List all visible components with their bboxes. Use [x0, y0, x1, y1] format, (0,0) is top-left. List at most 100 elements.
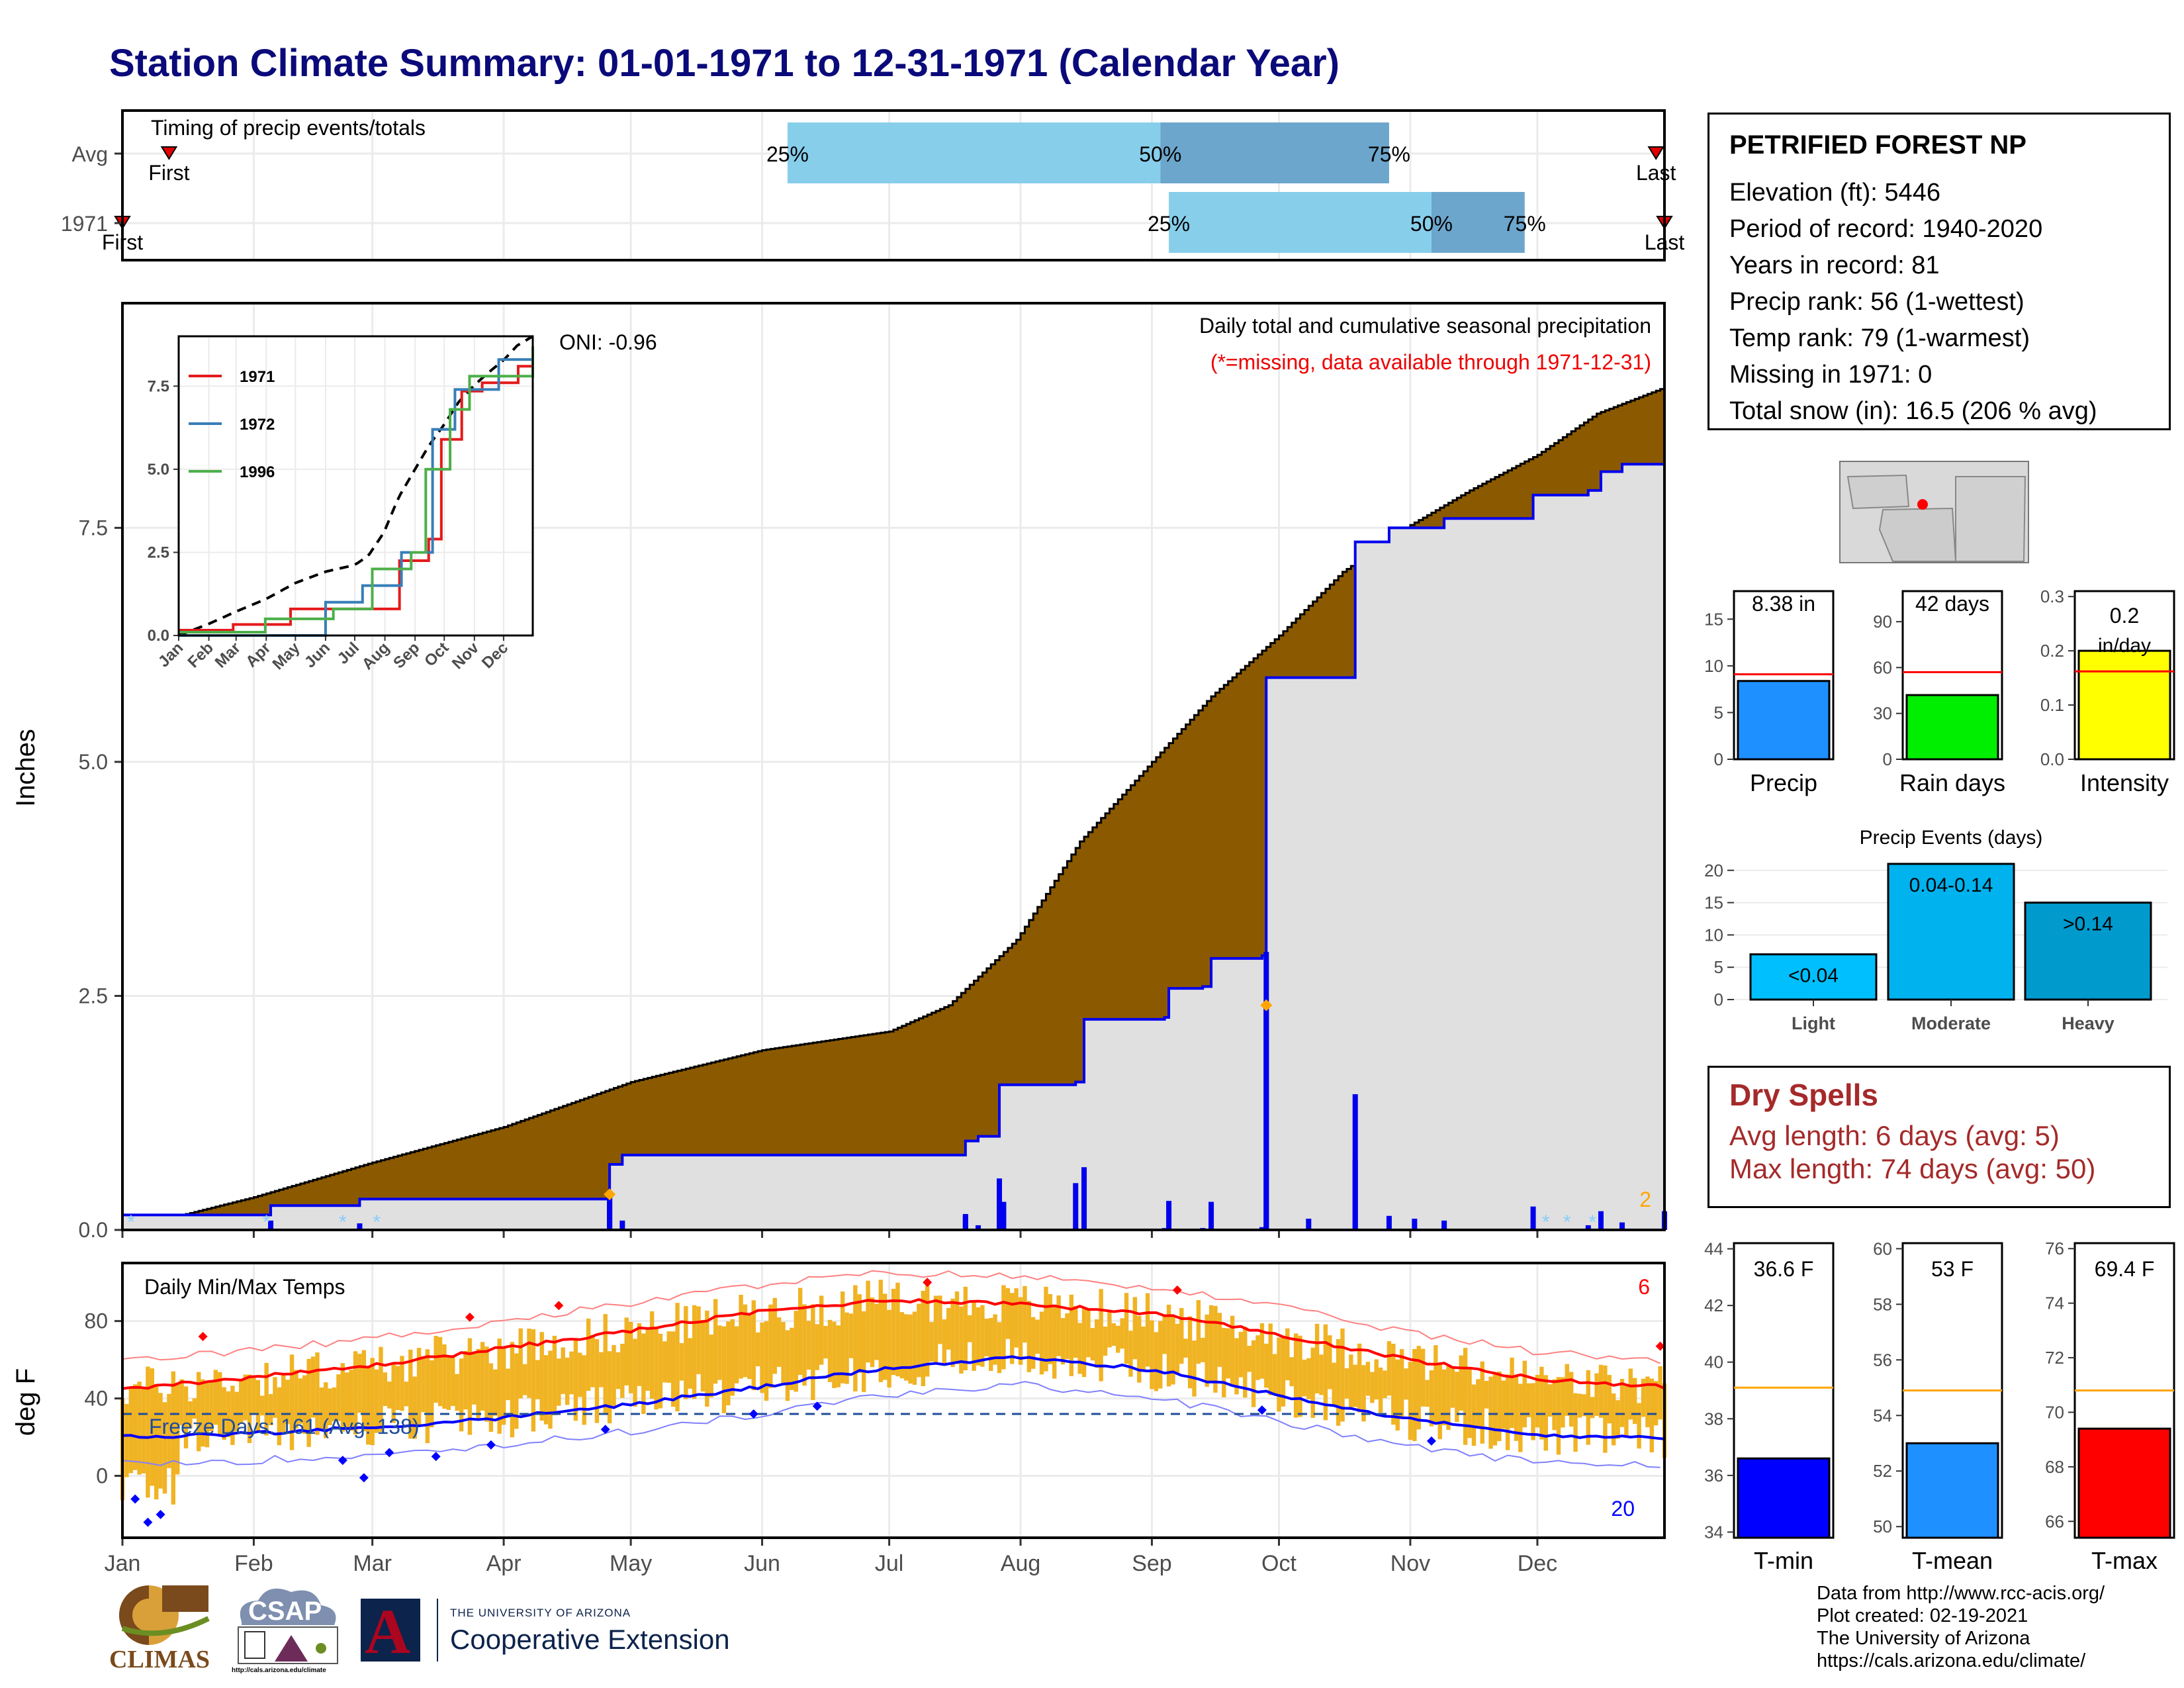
daily-temp-bar	[607, 1351, 612, 1424]
timing-bar-50-75	[1431, 192, 1525, 253]
daily-temp-bar	[1192, 1340, 1197, 1397]
summary-y-tick-label: 30	[1873, 704, 1892, 724]
daily-temp-bar	[1137, 1316, 1142, 1383]
daily-temp-bar	[713, 1299, 718, 1384]
precip-frame	[121, 302, 1666, 1231]
daily-temp-bar	[141, 1387, 146, 1474]
daily-temp-bar	[836, 1325, 841, 1387]
month-label: Apr	[486, 1551, 522, 1576]
daily-temp-bar	[557, 1358, 561, 1406]
daily-temp-bar	[747, 1315, 752, 1380]
daily-temp-bar	[1619, 1379, 1625, 1427]
daily-temp-bar	[628, 1321, 633, 1393]
daily-temp-bar	[1116, 1325, 1120, 1353]
daily-temp-bar	[1518, 1383, 1523, 1452]
daily-temp-bar	[785, 1330, 790, 1401]
daily-temp-bar	[404, 1382, 409, 1407]
month-label: Mar	[353, 1551, 392, 1576]
daily-temp-bar	[586, 1319, 591, 1391]
daily-temp-bar	[1306, 1358, 1311, 1399]
daily-temp-bar	[1035, 1319, 1040, 1354]
daily-temp-bar	[993, 1314, 997, 1365]
daily-temp-bar	[1526, 1383, 1531, 1417]
daily-temp-bar	[1048, 1293, 1053, 1364]
daily-temp-bar	[1001, 1285, 1006, 1370]
timing-row-label: 1971	[61, 212, 108, 236]
station-period: Period of record: 1940-2020	[1729, 215, 2043, 243]
daily-temp-bar	[1014, 1288, 1019, 1348]
daily-temp-bar	[1226, 1328, 1230, 1379]
daily-temp-bar	[1641, 1378, 1646, 1417]
daily-temp-bar	[315, 1352, 320, 1435]
daily-temp-bar	[332, 1387, 337, 1422]
timing-pct-label: 50%	[1139, 142, 1181, 166]
daily-temp-bar	[1569, 1372, 1574, 1427]
daily-temp-bar	[1378, 1367, 1383, 1413]
daily-temp-bar	[1065, 1313, 1069, 1359]
daily-temp-bar	[1060, 1318, 1066, 1365]
events-bar	[1887, 863, 2015, 1001]
temp-summary-y-tick-label: 50	[1873, 1517, 1892, 1536]
daily-temp-bar	[870, 1297, 875, 1368]
temp-summary-label: T-max	[2091, 1547, 2158, 1574]
record-high-marker	[465, 1312, 475, 1322]
daily-temp-bar	[857, 1294, 862, 1373]
daily-temp-bar	[1069, 1294, 1074, 1376]
daily-precip-bar	[962, 1213, 968, 1230]
daily-temp-bar	[1628, 1368, 1633, 1420]
daily-temp-bar	[997, 1322, 1002, 1374]
daily-temp-bar	[239, 1379, 244, 1423]
daily-temp-bar	[612, 1344, 616, 1408]
daily-temp-bar	[1099, 1289, 1103, 1382]
daily-temp-bar	[493, 1369, 498, 1416]
ua-logo: A THE UNIVERSITY OF ARIZONA Cooperative …	[361, 1596, 745, 1667]
daily-temp-bar	[1217, 1313, 1222, 1367]
daily-temp-bar	[324, 1382, 328, 1438]
daily-temp-bar	[1128, 1331, 1133, 1377]
daily-temp-bar	[1463, 1348, 1468, 1445]
daily-precip-bar	[1352, 1159, 1358, 1230]
daily-temp-bar	[615, 1352, 621, 1389]
daily-temp-bar	[755, 1332, 760, 1367]
summary-y-tick-label: 0	[1714, 749, 1723, 769]
hot-count-label: 6	[1638, 1275, 1650, 1299]
daily-temp-bar	[1298, 1335, 1302, 1417]
daily-temp-bar	[819, 1295, 824, 1365]
daily-temp-bar	[1374, 1359, 1379, 1400]
daily-temp-bar	[1594, 1373, 1599, 1416]
daily-temp-bar	[1086, 1309, 1091, 1358]
record-low-marker	[130, 1494, 140, 1504]
daily-temp-bar	[1510, 1357, 1514, 1429]
daily-temp-bar	[319, 1387, 324, 1430]
station-precip-rank: Precip rank: 56 (1-wettest)	[1729, 288, 2025, 316]
daily-temp-bar	[1179, 1308, 1184, 1364]
daily-temp-bar	[802, 1304, 807, 1386]
events-y-tick-label: 10	[1704, 925, 1723, 945]
daily-temp-bar	[408, 1349, 413, 1439]
daily-precip-bar	[1412, 1219, 1418, 1230]
daily-temp-bar	[1310, 1347, 1315, 1419]
map-state-az	[1878, 507, 1957, 562]
daily-temp-bar	[1247, 1345, 1251, 1372]
timing-pct-label: 25%	[766, 142, 809, 166]
daily-temp-bar	[1103, 1327, 1108, 1356]
daily-temp-bar	[433, 1336, 438, 1403]
daily-temp-bar	[416, 1348, 422, 1426]
extreme-precip-marker	[1260, 999, 1273, 1011]
daily-temp-bar	[582, 1355, 586, 1425]
daily-temp-bar	[972, 1301, 976, 1371]
daily-temp-bar	[1344, 1368, 1349, 1399]
daily-temp-bar	[442, 1344, 447, 1409]
summary-label: Intensity	[2080, 769, 2169, 796]
daily-temp-bar	[874, 1303, 879, 1360]
daily-temp-bar	[1539, 1366, 1544, 1440]
timing-first-label: First	[148, 161, 189, 185]
daily-temp-bar	[1336, 1338, 1341, 1426]
temp-summary-label: T-min	[1754, 1547, 1813, 1574]
events-bar	[2024, 902, 2152, 1001]
daily-temp-bar	[535, 1360, 540, 1399]
daily-temp-bar	[700, 1319, 705, 1392]
precip-note: Daily total and cumulative seasonal prec…	[1199, 314, 1651, 338]
